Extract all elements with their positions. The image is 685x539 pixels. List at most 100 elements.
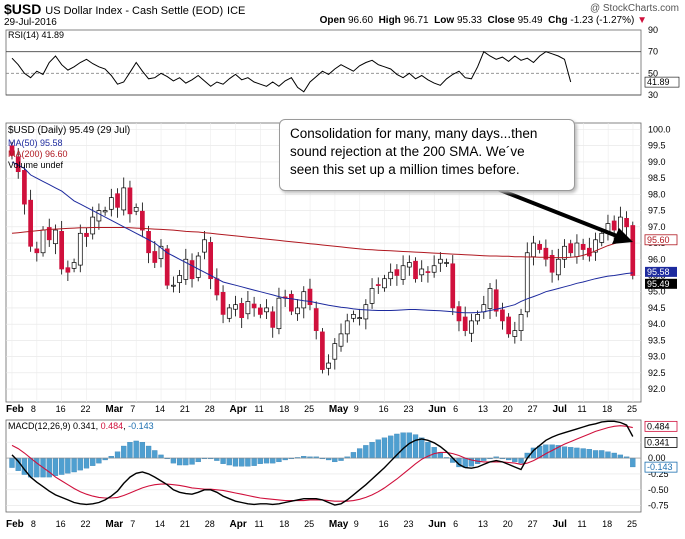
x-axis-label: 18 xyxy=(279,404,289,414)
macd-histogram-bar xyxy=(59,457,65,475)
macd-title: MACD(12,26,9) 0.341, 0.484, -0.143 xyxy=(8,421,154,431)
candle-body xyxy=(289,293,294,312)
x-axis-label: 14 xyxy=(155,404,165,414)
macd-histogram-bar xyxy=(512,457,518,463)
macd-histogram-bar xyxy=(381,437,388,459)
x-axis-label: Jul xyxy=(552,404,567,415)
x-axis-label: 9 xyxy=(354,519,359,529)
macd-histogram-bar xyxy=(158,454,164,459)
macd-histogram-bar xyxy=(90,457,96,466)
x-axis-label: 25 xyxy=(304,519,314,529)
macd-histogram-bar xyxy=(139,442,146,459)
candle-body xyxy=(375,284,381,286)
x-axis-label: 9 xyxy=(354,404,359,414)
candle-body xyxy=(171,284,176,287)
x-axis-label: 25 xyxy=(627,404,637,414)
macd-histogram-bar xyxy=(543,444,549,459)
candle-body xyxy=(456,306,462,322)
candle-body xyxy=(382,278,387,289)
candle-body xyxy=(90,216,96,235)
macd-histogram-bar xyxy=(518,457,524,464)
candle-body xyxy=(9,145,15,156)
macd-histogram-bar xyxy=(183,457,189,466)
macd-histogram-bar xyxy=(363,445,369,459)
chart-header: $USD US Dollar Index - Cash Settle (EOD)… xyxy=(0,0,685,30)
macd-histogram-bar xyxy=(257,457,263,464)
candle-body xyxy=(549,255,555,273)
macd-line xyxy=(11,420,634,506)
macd-histogram-bar xyxy=(617,454,624,459)
candle-body xyxy=(208,242,214,280)
macd-histogram-bar xyxy=(568,447,574,459)
x-axis-label: 22 xyxy=(81,519,91,529)
macd-histogram-bar xyxy=(580,448,586,459)
x-axis-label: 21 xyxy=(180,519,190,529)
candle-body xyxy=(481,304,487,313)
x-axis-label: 21 xyxy=(180,404,190,414)
rsi-tick-label: 50 xyxy=(648,68,658,78)
candle-body xyxy=(140,210,145,231)
rsi-line xyxy=(11,50,572,93)
symbol-title: $USD US Dollar Index - Cash Settle (EOD)… xyxy=(4,1,246,17)
candle-body xyxy=(406,262,412,268)
candle-body xyxy=(233,304,238,310)
price-tag-label: 95.60 xyxy=(647,235,670,245)
macd-tick-label: 0.00 xyxy=(648,453,666,463)
macd-histogram-bar xyxy=(338,457,344,461)
candle-body xyxy=(624,218,629,228)
candle-body xyxy=(307,288,313,306)
candle-body xyxy=(84,232,89,237)
macd-histogram-bar xyxy=(145,445,152,459)
price-tick-label: 96.0 xyxy=(648,254,666,264)
macd-histogram-bar xyxy=(121,445,127,459)
macd-panel-frame xyxy=(5,419,642,513)
candle-body xyxy=(332,343,338,360)
x-axis-label: 18 xyxy=(279,519,289,529)
price-tag xyxy=(645,278,677,289)
rsi-title: RSI(14) 41.89 xyxy=(8,30,65,40)
candle-body xyxy=(524,252,530,313)
macd-histogram-bar xyxy=(152,450,158,459)
price-tick-label: 95.0 xyxy=(648,287,666,297)
macd-histogram-bar xyxy=(34,457,40,478)
price-tick-label: 92.0 xyxy=(648,384,666,394)
x-axis-label: 6 xyxy=(453,519,458,529)
candle-body xyxy=(437,258,443,264)
macd-histogram-bar xyxy=(332,457,338,463)
macd-histogram-bar xyxy=(605,451,611,459)
candle-body xyxy=(46,227,52,241)
candle-body xyxy=(264,307,269,313)
macd-histogram-bar xyxy=(96,457,102,464)
x-axis-label: 23 xyxy=(403,519,413,529)
candle-body xyxy=(276,297,282,330)
ma50-legend: MA(50) 95.58 xyxy=(8,138,63,148)
candle-body xyxy=(257,307,263,315)
candle-body xyxy=(146,231,151,254)
annotation-line-3: seen this set up a million times before. xyxy=(290,162,520,177)
macd-histogram-bar xyxy=(9,457,15,468)
candle-body xyxy=(295,307,300,315)
macd-histogram-bar xyxy=(574,447,580,459)
macd-histogram-bar xyxy=(611,452,617,459)
candle-body xyxy=(512,330,518,337)
candle-body xyxy=(555,258,561,276)
macd-histogram-bar xyxy=(114,451,121,459)
x-axis-label: Jul xyxy=(552,519,567,530)
x-axis-label: 13 xyxy=(478,404,488,414)
x-axis-label: Apr xyxy=(230,404,247,415)
candle-body xyxy=(158,245,164,259)
x-axis-label: 25 xyxy=(304,404,314,414)
annotation-callout: Consolidation for many, many days...then… xyxy=(279,119,575,191)
price-tick-label: 94.0 xyxy=(648,319,666,329)
candle-body xyxy=(71,262,77,269)
candle-body xyxy=(214,278,220,296)
candle-body xyxy=(630,225,636,276)
macd-histogram-bar xyxy=(586,449,592,459)
macd-histogram-bar xyxy=(375,439,381,459)
price-tag xyxy=(645,266,677,277)
price-title: $USD (Daily) 95.49 (29 Jul) xyxy=(8,125,131,136)
rsi-tick-label: 90 xyxy=(648,25,658,35)
candle-body xyxy=(431,265,437,273)
candle-body xyxy=(202,239,207,253)
x-axis-label: 18 xyxy=(602,519,612,529)
